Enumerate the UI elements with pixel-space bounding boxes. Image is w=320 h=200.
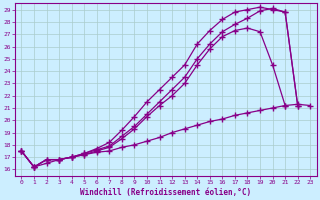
X-axis label: Windchill (Refroidissement éolien,°C): Windchill (Refroidissement éolien,°C) [80, 188, 252, 197]
